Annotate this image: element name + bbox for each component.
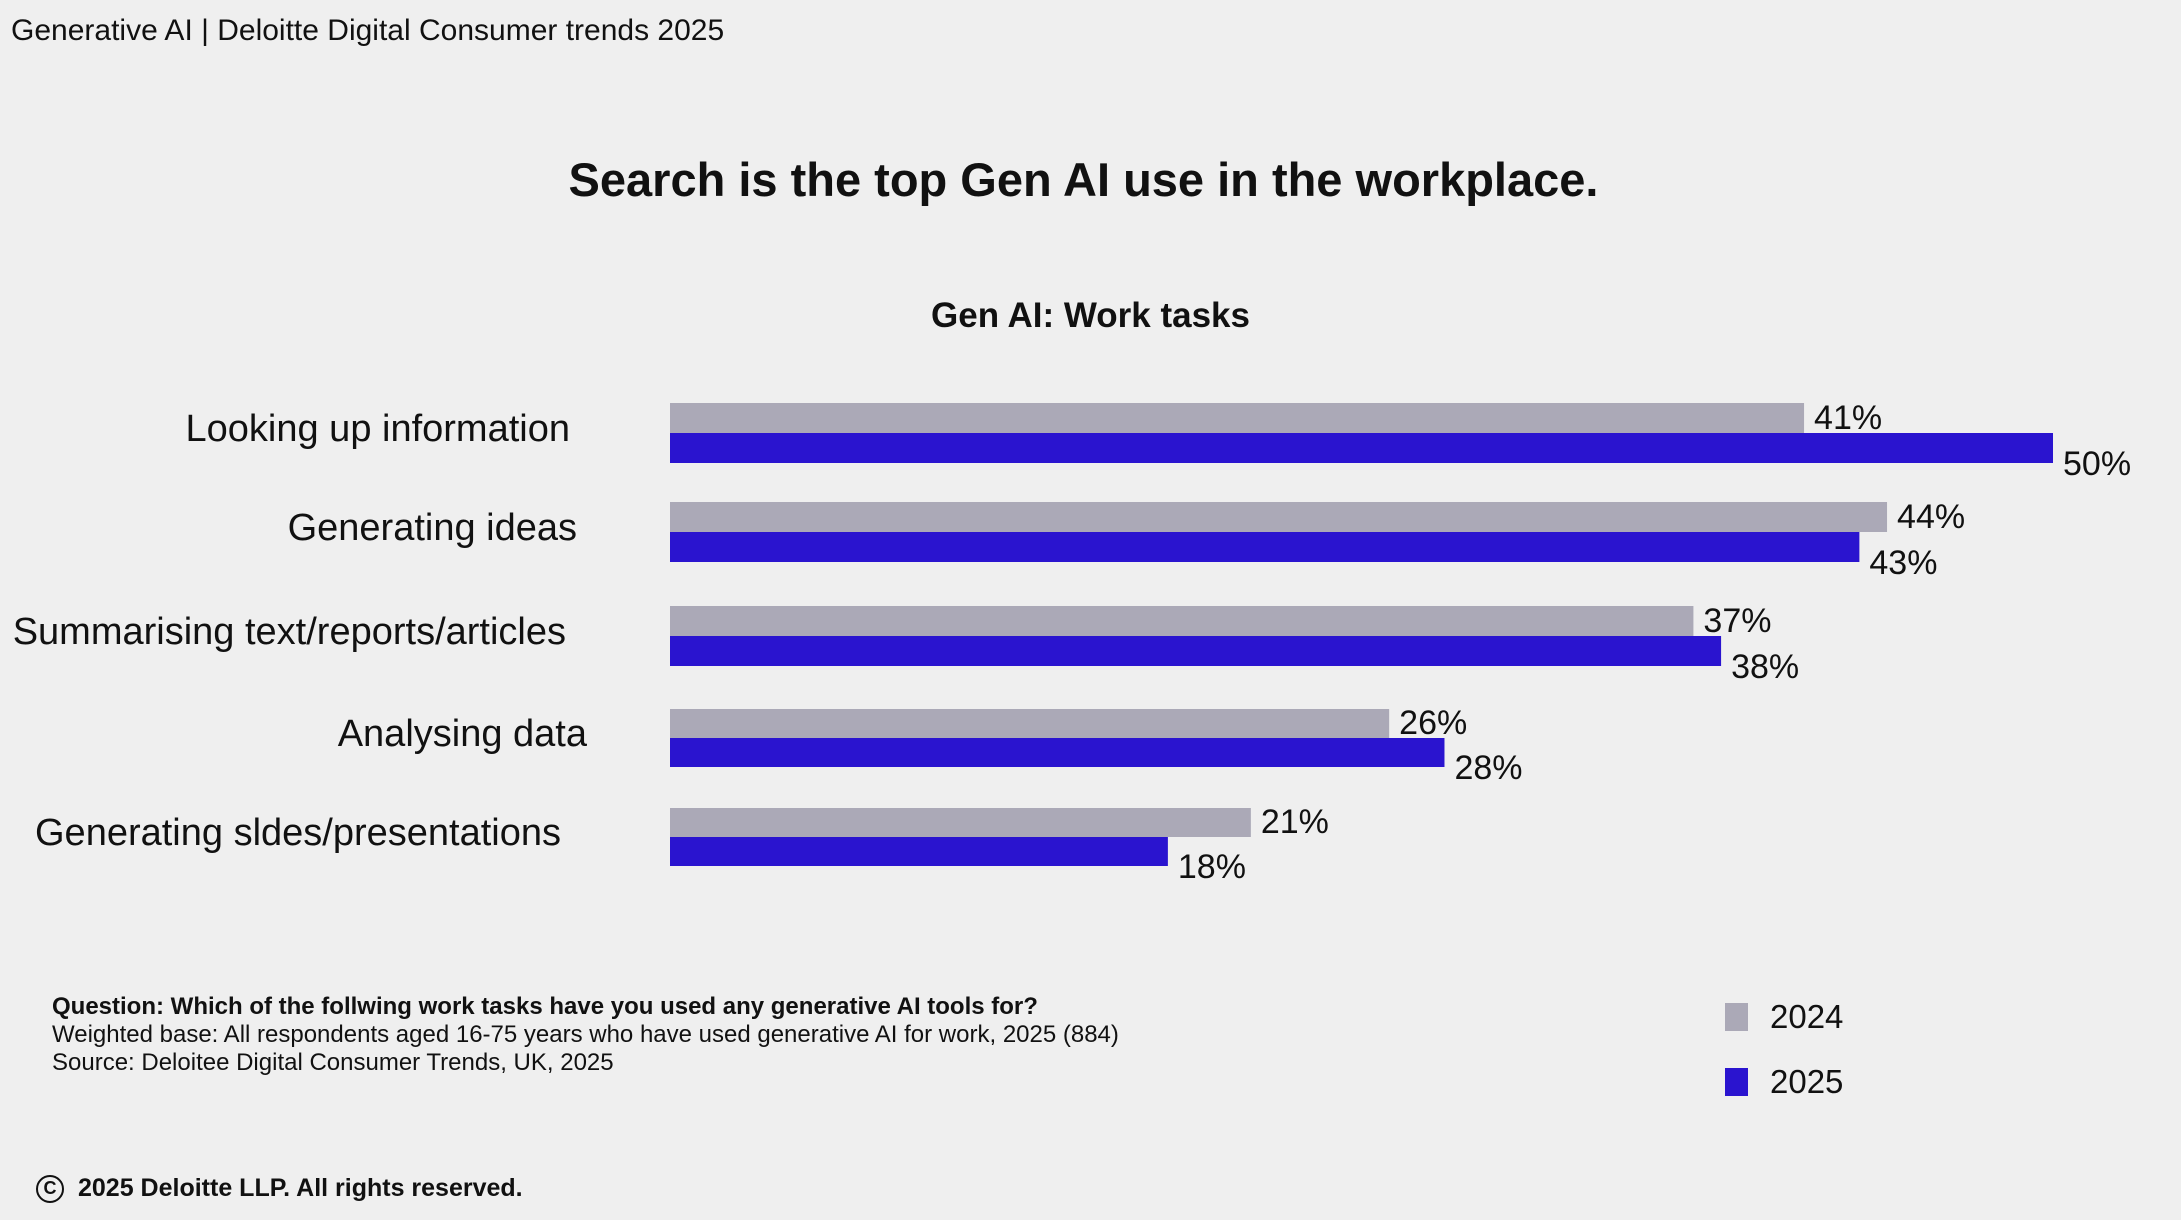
category-label-generating-sldes-presentations: Generating sldes/presentations: [35, 812, 561, 854]
value-label-2025-generating-ideas: 43%: [1869, 544, 1937, 582]
bar-2024-generating-sldes-presentations: [670, 808, 1251, 837]
category-label-analysing-data: Analysing data: [338, 713, 588, 755]
chart-notes: Question: Which of the follwing work tas…: [52, 993, 1119, 1077]
bar-2025-summarising-text-reports-articles: [670, 636, 1722, 666]
legend-item-2024: 2024: [1725, 995, 1843, 1039]
legend-label-2024: 2024: [1770, 998, 1844, 1035]
value-label-2024-generating-sldes-presentations: 21%: [1261, 803, 1329, 841]
bar-2025-generating-ideas: [670, 532, 1860, 562]
legend: 2024 2025: [1725, 995, 1843, 1125]
legend-label-2025: 2025: [1770, 1063, 1844, 1100]
value-label-2025-analysing-data: 28%: [1454, 749, 1522, 787]
legend-swatch-2024: [1725, 1003, 1748, 1031]
bar-2025-looking-up-information: [670, 433, 2053, 463]
bar-2024-summarising-text-reports-articles: [670, 606, 1694, 636]
category-label-looking-up-information: Looking up information: [186, 408, 570, 450]
value-label-2025-generating-sldes-presentations: 18%: [1178, 848, 1246, 886]
bar-2025-analysing-data: [670, 738, 1445, 767]
bar-2024-analysing-data: [670, 709, 1390, 738]
copyright-footer: C 2025 Deloitte LLP. All rights reserved…: [36, 1174, 523, 1203]
page-title: Search is the top Gen AI use in the work…: [568, 153, 1599, 206]
category-label-summarising-text-reports-articles: Summarising text/reports/articles: [13, 611, 566, 653]
legend-item-2025: 2025: [1725, 1060, 1843, 1104]
category-label-generating-ideas: Generating ideas: [288, 507, 577, 549]
value-label-2024-generating-ideas: 44%: [1897, 498, 1965, 536]
bar-2024-looking-up-information: [670, 403, 1805, 433]
copyright-icon: C: [36, 1174, 64, 1203]
survey-question: Question: Which of the follwing work tas…: [52, 993, 1038, 1020]
value-label-2025-looking-up-information: 50%: [2063, 445, 2131, 483]
value-label-2024-summarising-text-reports-articles: 37%: [1703, 602, 1771, 640]
bar-chart: Looking up information 41% 50% Generating i…: [13, 399, 2131, 886]
page-header: Generative AI | Deloitte Digital Consume…: [11, 14, 725, 47]
value-label-2024-analysing-data: 26%: [1399, 704, 1467, 742]
copyright-text: 2025 Deloitte LLP. All rights reserved.: [78, 1174, 523, 1202]
value-label-2024-looking-up-information: 41%: [1814, 399, 1882, 437]
source-note: Source: Deloitee Digital Consumer Trends…: [52, 1049, 614, 1076]
bar-2025-generating-sldes-presentations: [670, 837, 1168, 866]
value-label-2025-summarising-text-reports-articles: 38%: [1731, 648, 1799, 686]
chart-title: Gen AI: Work tasks: [931, 296, 1250, 335]
bar-2024-generating-ideas: [670, 502, 1888, 532]
weighted-base: Weighted base: All respondents aged 16-7…: [52, 1021, 1119, 1048]
legend-swatch-2025: [1725, 1068, 1748, 1096]
